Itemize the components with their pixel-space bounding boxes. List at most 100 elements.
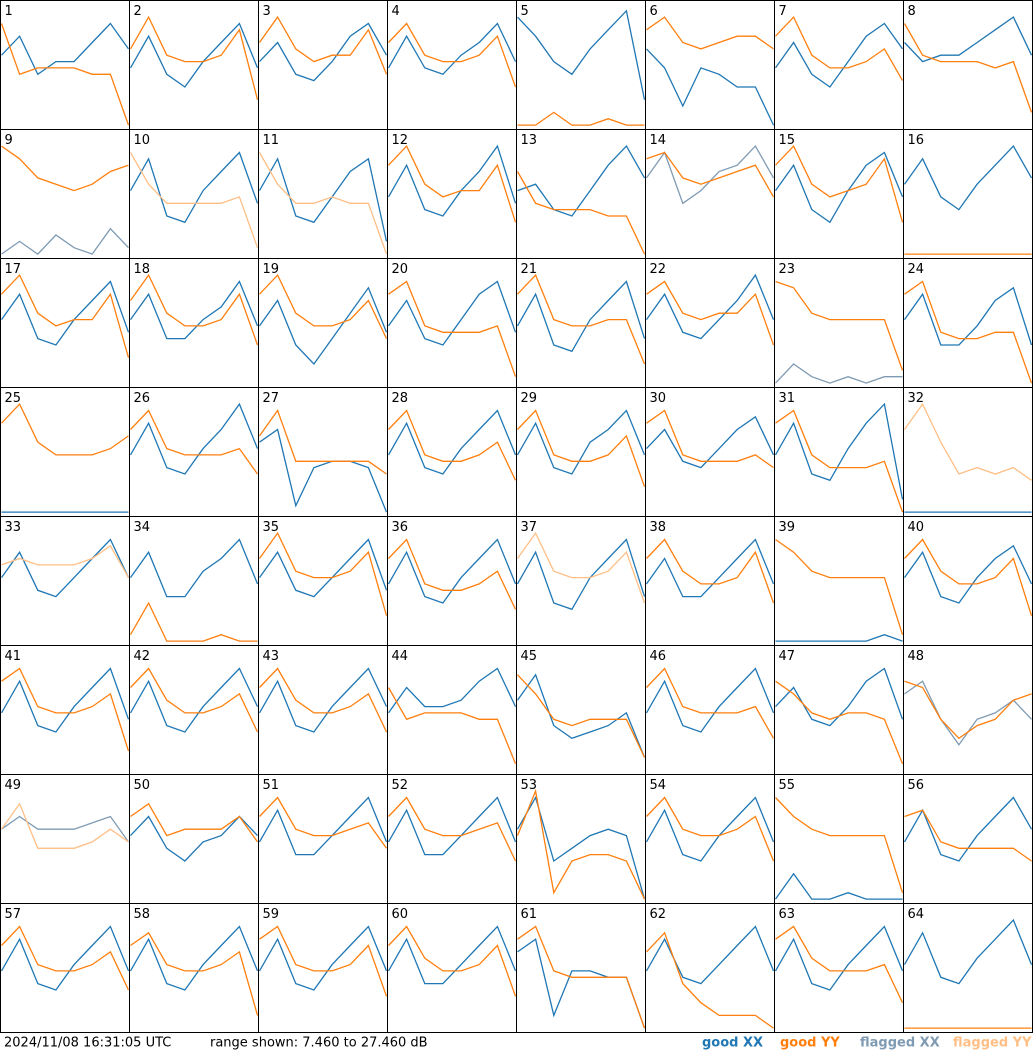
yy-trace [1,402,129,456]
panel-label: 32 [908,391,925,406]
yy-trace [516,531,646,604]
panel-label: 30 [650,391,667,406]
panel [774,258,904,388]
panel-label: 64 [908,907,925,922]
panel-label: 48 [908,649,925,664]
xx-trace [904,16,1033,63]
yy-trace [775,15,904,81]
yy-trace [517,674,646,758]
yy-trace [388,144,517,223]
panel [258,774,388,904]
panel-label: 29 [521,391,538,406]
panel-label: 34 [134,520,151,535]
xx-trace [258,925,388,991]
panel-label: 56 [908,778,925,793]
yy-trace [258,409,387,475]
yy-trace [904,680,1032,740]
panel [645,0,775,130]
yy-trace [0,23,130,126]
panel [774,774,904,904]
xx-trace [645,796,775,862]
panel [258,129,388,259]
panel-label: 7 [779,4,787,19]
panel-label: 14 [650,133,667,148]
panel [645,516,775,646]
yy-trace [129,152,259,248]
panel-label: 53 [521,778,538,793]
xx-trace [258,157,388,242]
xx-trace [645,925,775,985]
panel [645,129,775,259]
legend-entry: good YY [780,1036,840,1051]
panel-label: 37 [521,520,538,535]
panel-label: 1 [5,4,13,19]
yy-trace [259,667,388,733]
panel [129,645,259,775]
panel-label: 15 [779,133,796,148]
panel [903,774,1033,904]
panel [129,516,259,646]
xx-trace [0,280,130,346]
yy-trace [258,531,388,616]
panel [774,387,904,517]
yy-trace [1,145,129,192]
xx-trace [516,409,646,475]
xx-trace [259,428,388,513]
panel-label: 55 [779,778,796,793]
panel-label: 47 [779,649,796,664]
yy-trace [646,409,774,469]
panel [0,129,130,259]
yy-trace [130,802,259,843]
yy-trace [1,544,130,578]
xx-trace [129,667,259,733]
xx-trace [903,918,1033,985]
xx-trace [516,673,646,758]
panel-label: 26 [134,391,151,406]
panel [0,0,130,130]
panel-label: 61 [521,907,538,922]
panel-label: 10 [134,133,151,148]
xx-trace [259,22,388,82]
yy-trace [903,23,1033,113]
yy-trace [130,667,259,733]
panel-label: 63 [779,907,796,922]
xx-trace [387,144,517,217]
panel [387,258,517,388]
panel-label: 54 [650,778,667,793]
panel [129,129,259,259]
panel-label: 50 [134,778,151,793]
panel-label: 43 [263,649,280,664]
panel-label: 59 [263,907,280,922]
yy-trace [516,171,646,255]
panel [129,387,259,517]
panel [516,0,646,130]
panel [903,516,1033,646]
xx-trace [645,273,775,340]
xx-trace [516,538,646,611]
yy-trace [646,16,774,50]
yy-trace [775,538,904,635]
legend-entry: good XX [702,1036,763,1051]
yy-trace [775,925,904,1003]
yy-trace [388,925,517,997]
yy-trace [904,809,1032,862]
panel-label: 49 [5,778,22,793]
yy-trace [646,931,774,1029]
panel-label: 12 [392,133,409,148]
panel [516,129,646,259]
xx-trace [1,22,130,76]
panel-label: 24 [908,262,925,277]
panel [129,903,259,1033]
panel [0,645,130,775]
yy-trace [904,280,1033,384]
panel-label: 9 [5,133,13,148]
panel [258,0,388,130]
yy-trace [1,925,130,991]
yy-trace [130,409,259,475]
yy-trace [903,402,1032,481]
timestamp: 2024/11/08 16:31:05 UTC [4,1036,171,1051]
panel [387,903,517,1033]
panel-label: 39 [779,520,796,535]
panel-label: 25 [5,391,22,406]
